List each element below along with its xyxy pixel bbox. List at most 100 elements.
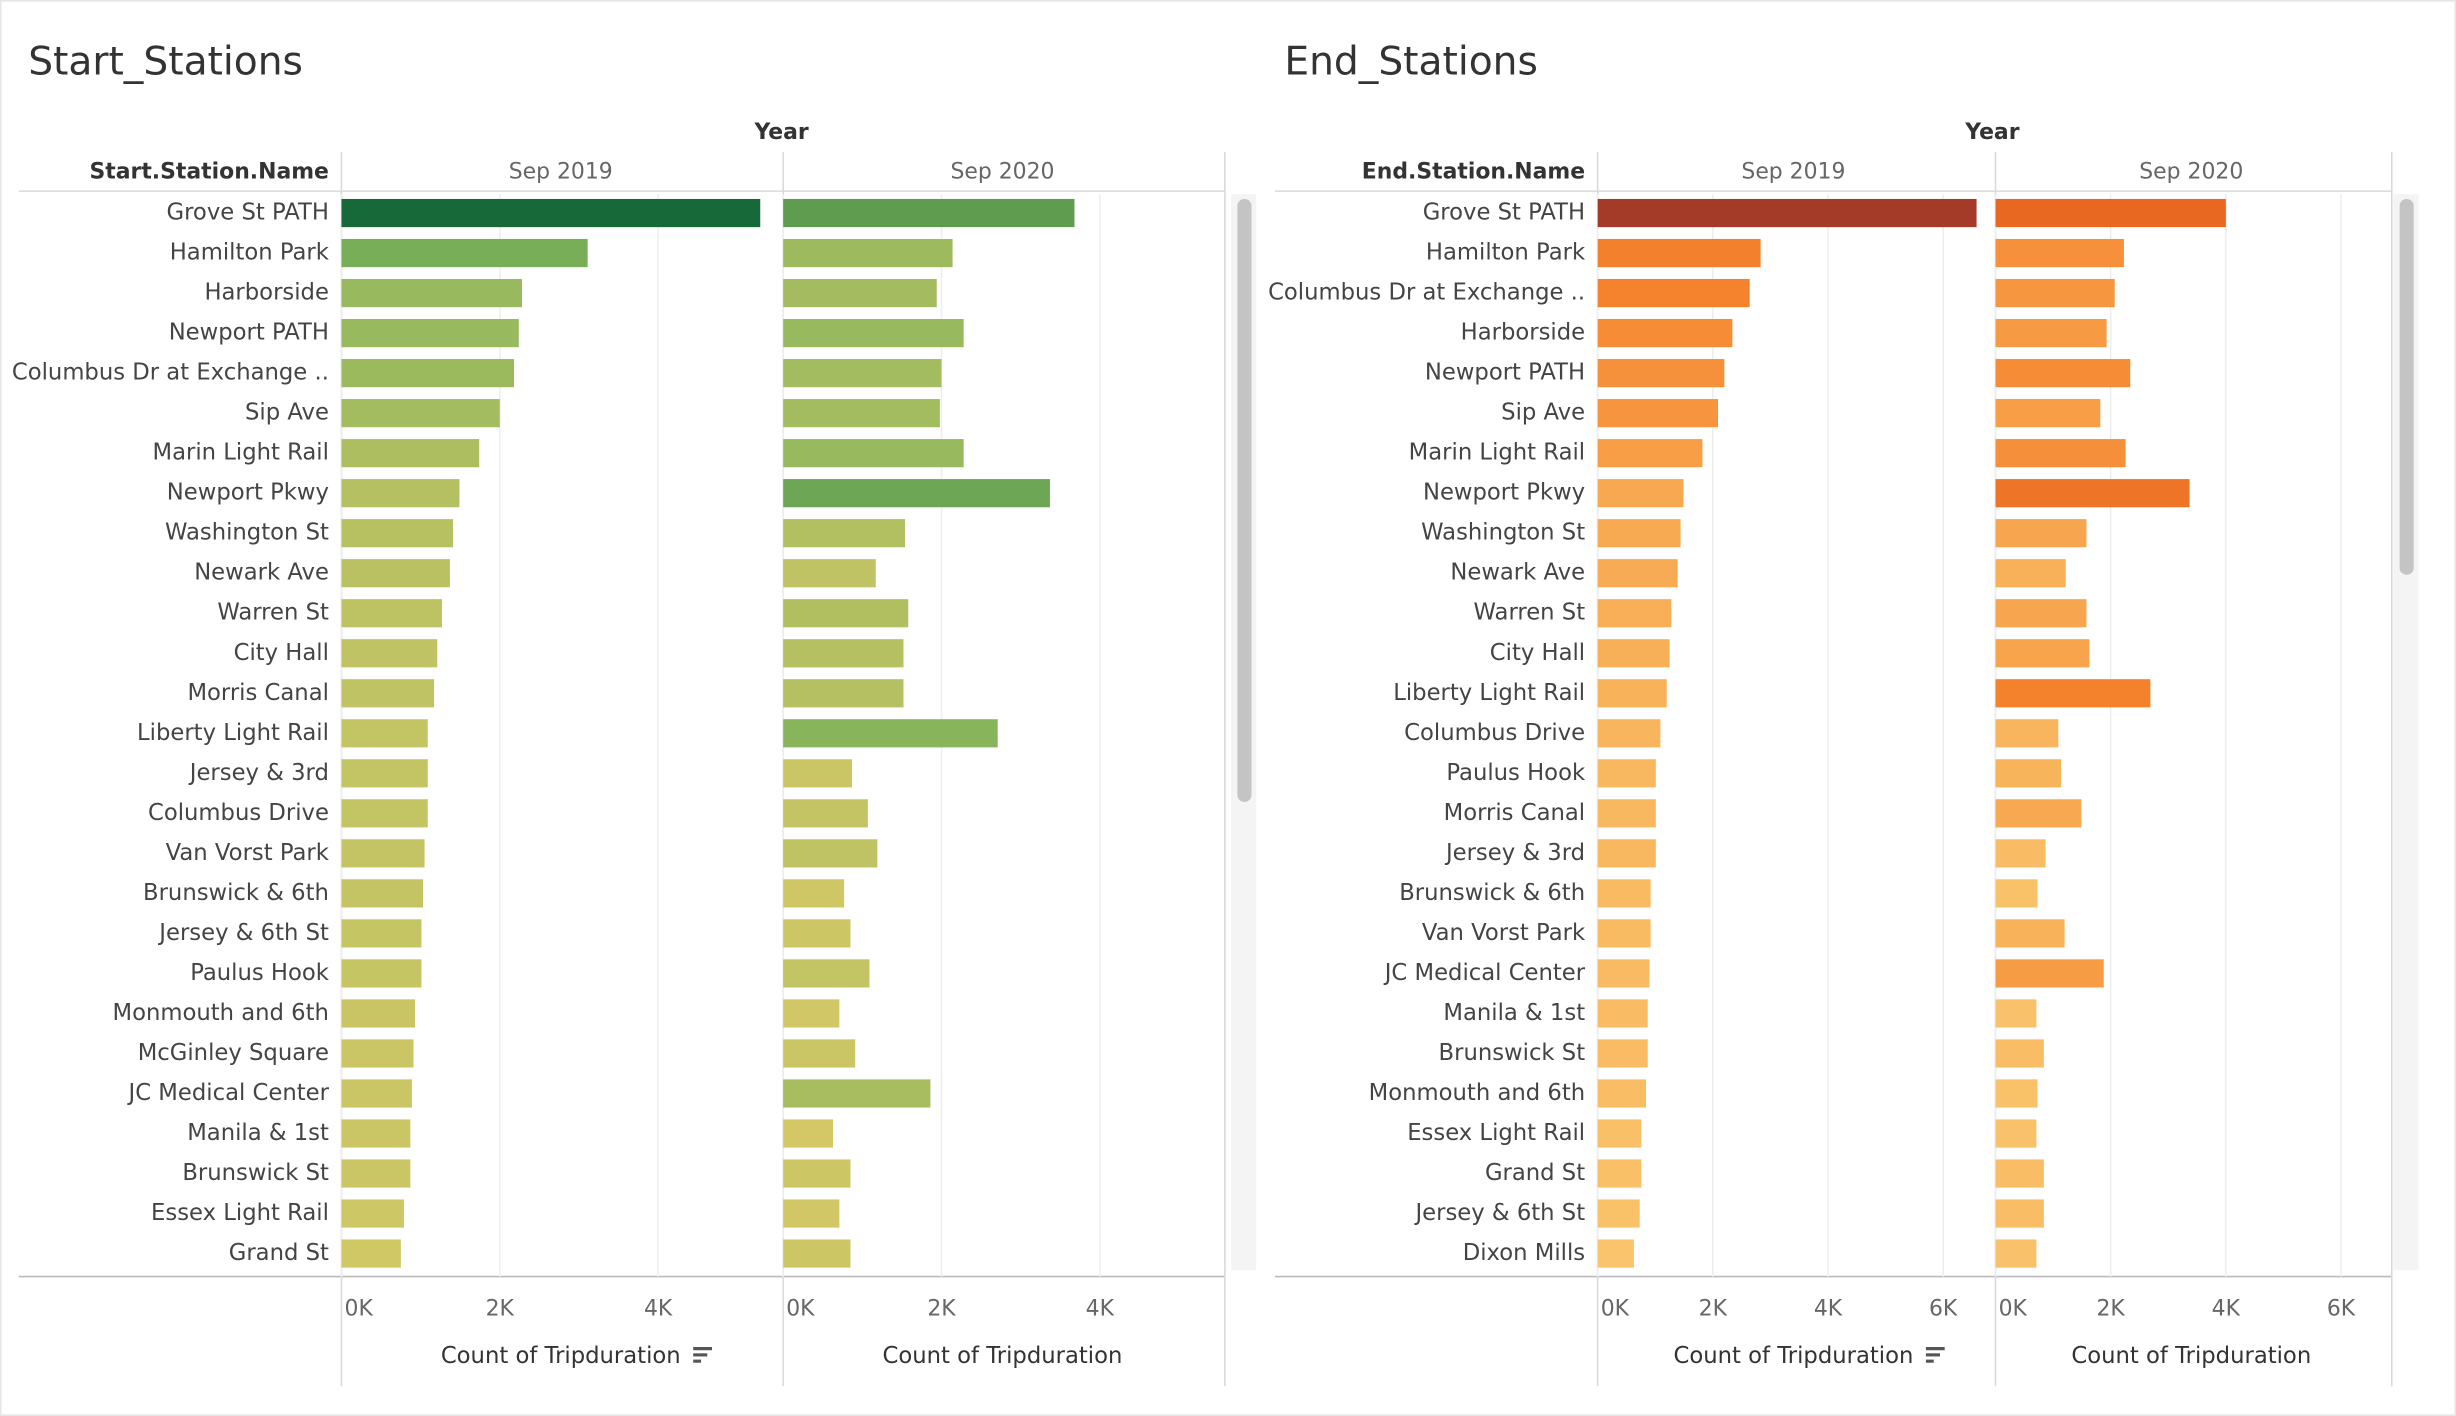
bar xyxy=(783,839,878,868)
bar xyxy=(341,1039,414,1068)
category-label: Jersey & 3rd xyxy=(188,760,329,786)
category-label: Newport Pkwy xyxy=(167,480,329,506)
bar xyxy=(1597,1039,1648,1068)
bar xyxy=(341,719,428,748)
category-label: Morris Canal xyxy=(1444,800,1585,826)
bar xyxy=(783,719,998,748)
bar xyxy=(783,559,876,588)
category-label: Hamilton Park xyxy=(170,240,330,266)
bar xyxy=(341,1239,401,1268)
bar xyxy=(1597,559,1678,588)
bar xyxy=(1995,879,2038,908)
category-label: JC Medical Center xyxy=(127,1080,330,1106)
bar xyxy=(1597,879,1651,908)
bar xyxy=(1597,799,1656,828)
bar xyxy=(1597,278,1750,308)
bar xyxy=(783,519,906,548)
x-axis-label: Count of Tripduration xyxy=(441,1343,681,1369)
x-tick-label: 4K xyxy=(1086,1296,1115,1321)
category-label: Harborside xyxy=(204,280,328,306)
category-label: Washington St xyxy=(165,520,329,546)
bar xyxy=(341,519,454,548)
bar xyxy=(1995,679,2151,708)
bar xyxy=(783,1199,840,1228)
bar xyxy=(1995,278,2115,308)
bar xyxy=(783,599,909,628)
bar xyxy=(1597,238,1761,268)
category-label: Marin Light Rail xyxy=(1409,440,1585,466)
bar xyxy=(341,1079,412,1108)
row-header: End.Station.Name xyxy=(1362,159,1585,184)
bar xyxy=(783,1039,856,1068)
bar xyxy=(1995,1159,2044,1188)
category-label: Grove St PATH xyxy=(167,200,329,226)
bar xyxy=(1597,1079,1647,1108)
bar xyxy=(1995,519,2087,548)
category-label: Warren St xyxy=(1474,600,1586,626)
category-label: Van Vorst Park xyxy=(166,840,330,866)
scrollbar-thumb xyxy=(2399,198,2414,575)
bar xyxy=(1995,799,2082,828)
category-label: Brunswick & 6th xyxy=(1399,880,1585,906)
x-tick-label: 4K xyxy=(2212,1296,2241,1321)
bar xyxy=(783,1079,931,1108)
bar xyxy=(1597,639,1670,668)
x-tick-label: 0K xyxy=(786,1296,815,1321)
bar xyxy=(1597,1199,1640,1228)
bar xyxy=(783,759,853,788)
category-label: Marin Light Rail xyxy=(152,440,328,466)
bar xyxy=(341,959,422,988)
category-label: Paulus Hook xyxy=(1446,760,1586,786)
bar xyxy=(783,238,953,268)
bar xyxy=(1995,439,2126,468)
category-label: JC Medical Center xyxy=(1383,960,1586,986)
bar xyxy=(1995,1199,2044,1228)
category-label: Newport Pkwy xyxy=(1423,480,1585,506)
bar xyxy=(341,799,428,828)
bar xyxy=(341,439,480,468)
bar xyxy=(341,479,460,508)
bar xyxy=(341,999,416,1028)
bar xyxy=(341,238,588,268)
bar xyxy=(1995,319,2107,348)
panel-header: Sep 2019 xyxy=(509,159,613,184)
x-tick-label: 0K xyxy=(1601,1296,1630,1321)
bar xyxy=(341,359,515,388)
bar xyxy=(1995,719,2059,748)
bar xyxy=(341,839,425,868)
category-label: Grand St xyxy=(1485,1160,1585,1186)
category-label: Brunswick & 6th xyxy=(143,880,329,906)
bar xyxy=(783,919,851,948)
bar xyxy=(341,759,428,788)
bar xyxy=(341,198,761,228)
bar xyxy=(1995,759,2062,788)
bar xyxy=(341,399,500,428)
category-label: Warren St xyxy=(217,600,329,626)
category-label: Columbus Dr at Exchange .. xyxy=(1268,280,1585,306)
bar xyxy=(1995,599,2087,628)
bar xyxy=(783,278,937,308)
bar xyxy=(1597,439,1703,468)
x-tick-label: 2K xyxy=(927,1296,956,1321)
x-tick-label: 4K xyxy=(644,1296,673,1321)
bar xyxy=(1597,1239,1634,1268)
category-label: Essex Light Rail xyxy=(1407,1120,1585,1146)
category-label: Essex Light Rail xyxy=(151,1200,329,1226)
bar xyxy=(783,959,870,988)
bar xyxy=(1995,839,2046,868)
bar xyxy=(783,479,1050,508)
bar xyxy=(783,198,1075,228)
bar xyxy=(341,278,522,308)
bar xyxy=(1995,999,2037,1028)
panel-header: Sep 2020 xyxy=(2139,159,2243,184)
category-label: Manila & 1st xyxy=(1443,1000,1585,1026)
x-axis-label: Count of Tripduration xyxy=(1674,1343,1914,1369)
bar xyxy=(1597,719,1661,748)
category-label: Columbus Drive xyxy=(148,800,329,826)
bar xyxy=(341,639,438,668)
bar xyxy=(1995,559,2066,588)
bar xyxy=(783,999,840,1028)
category-label: Dixon Mills xyxy=(1463,1240,1585,1266)
panel-header: Sep 2019 xyxy=(1741,159,1845,184)
bar xyxy=(1597,1159,1642,1188)
